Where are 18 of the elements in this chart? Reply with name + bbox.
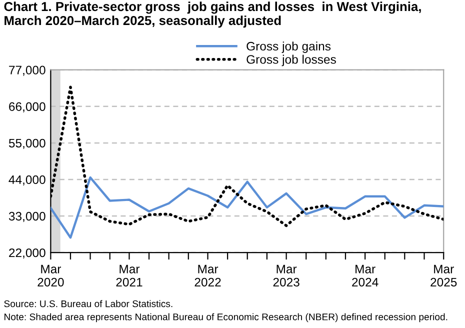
y-tick-label: 44,000 (8, 175, 46, 186)
text: Note: Shaded area represents National Bureau of Economic Research (NBER) defined recession period. (4, 313, 448, 322)
x-tick-label: Mar 2021 (116, 264, 142, 287)
y-tick-label: 33,000 (8, 212, 46, 222)
x-tick-label: Mar 2024 (352, 264, 378, 287)
legend-label: Gross job gains (246, 42, 331, 53)
y-tick-label: 55,000 (8, 138, 46, 149)
y-tick-label: 66,000 (9, 102, 46, 112)
chart-title: Chart 1. Private-sector gross job gains and losses in West Virginia, March 2020–March 2025, seasonally adjusted (4, 2, 421, 28)
source-note: Source: U.S. Bureau of Labor Statistics. (4, 300, 172, 308)
y-tick-label: 22,000 (9, 248, 46, 259)
x-tick-label: Mar 2025 (430, 264, 457, 287)
legend-label: Gross job losses (246, 54, 336, 66)
line-series (50, 176, 444, 239)
y-tick-label: 77,000 (9, 66, 46, 76)
x-tick-label: Mar 2023 (273, 264, 300, 287)
x-tick-label: Mar 2022 (194, 264, 221, 287)
x-tick-label: Mar 2020 (38, 264, 64, 287)
